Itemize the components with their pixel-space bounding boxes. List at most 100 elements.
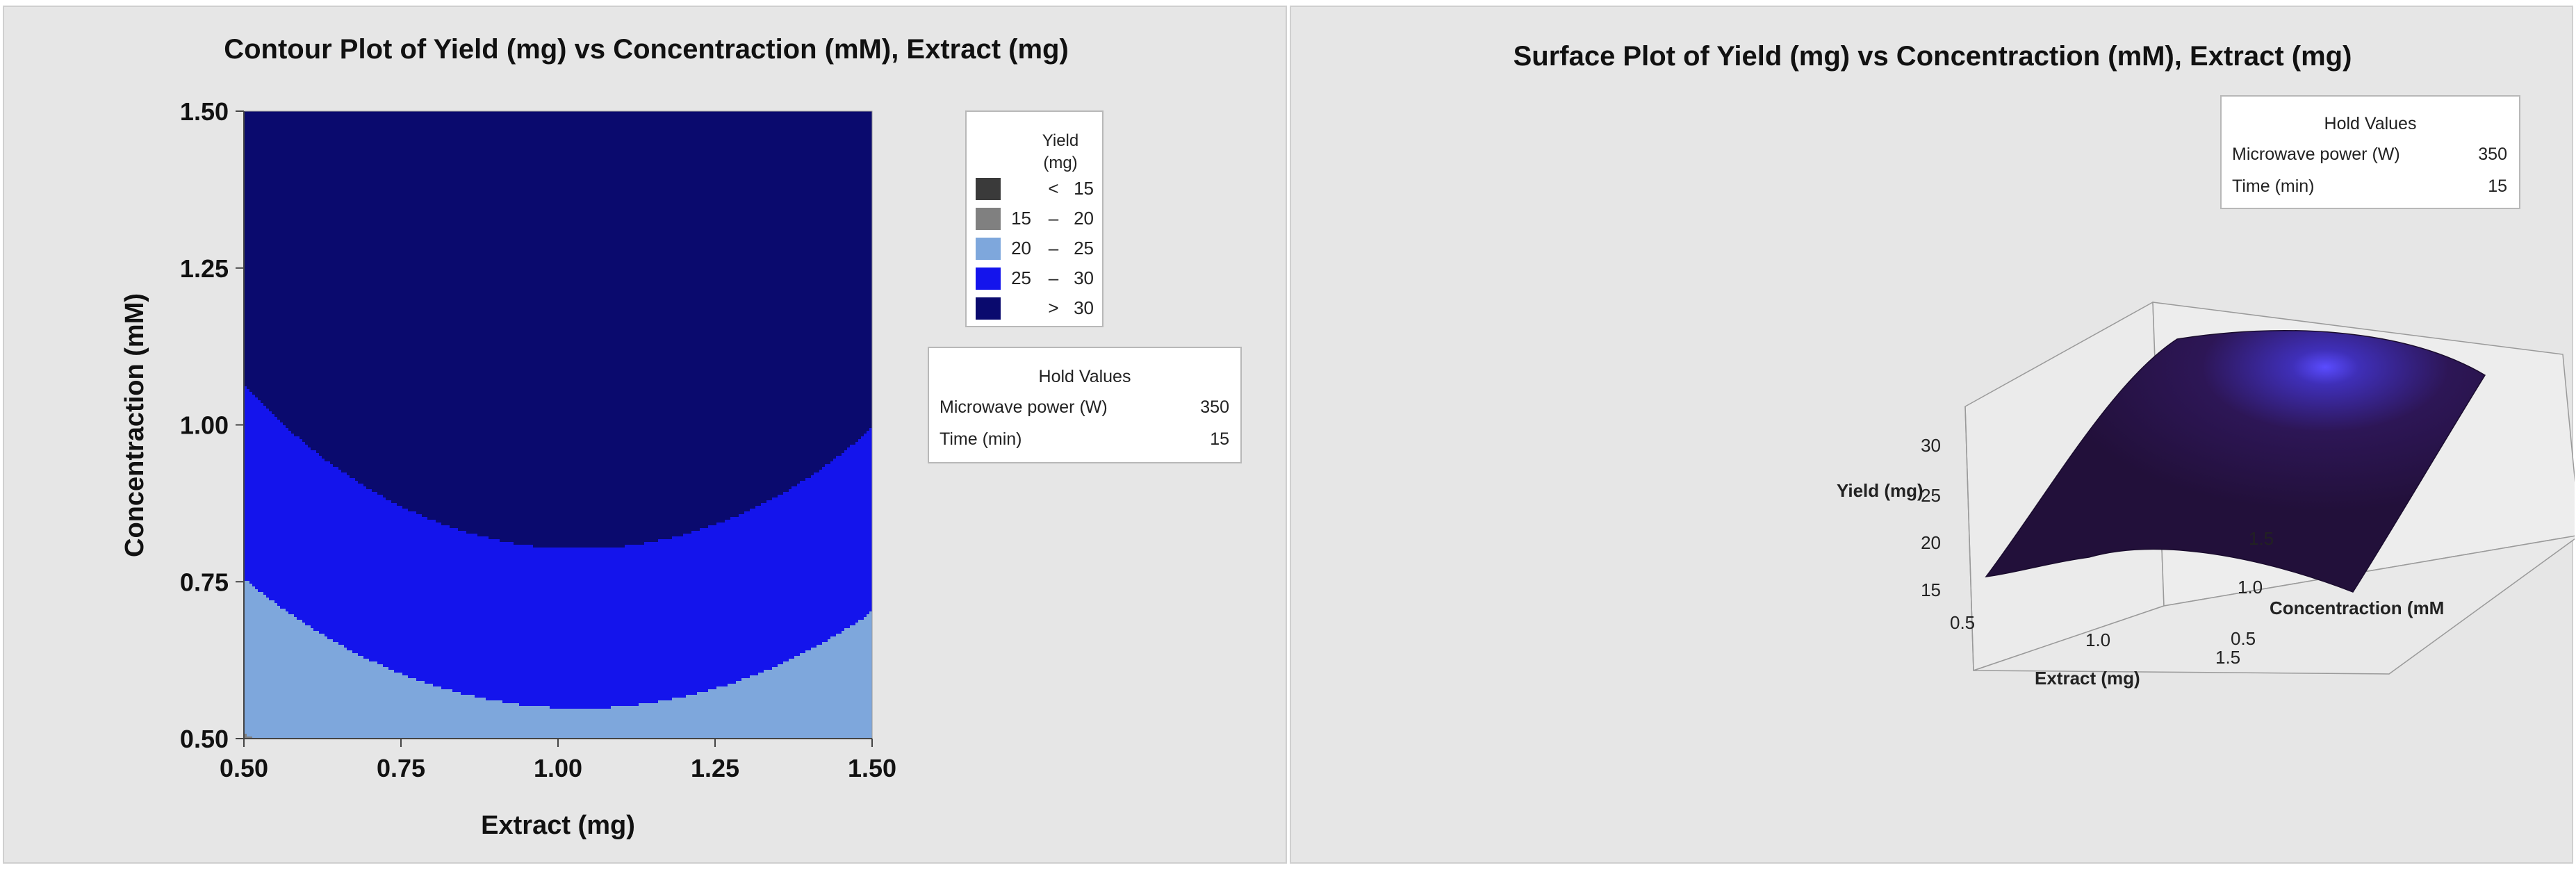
contour-band-segment bbox=[261, 400, 872, 404]
contour-band-segment bbox=[244, 217, 872, 220]
contour-band-segment bbox=[244, 292, 872, 295]
contour-band-segment bbox=[244, 731, 872, 734]
contour-band-segment bbox=[244, 139, 872, 142]
legend-range-low: 20 bbox=[1011, 238, 1031, 258]
contour-band-segment bbox=[244, 584, 253, 587]
contour-band-segment bbox=[844, 450, 872, 454]
contour-band-segment bbox=[805, 650, 872, 654]
contour-band-segment bbox=[358, 653, 801, 657]
contour-band-segment bbox=[263, 403, 872, 406]
contour-band-segment bbox=[244, 381, 872, 384]
contour-band-segment bbox=[244, 322, 872, 326]
contour-band-segment bbox=[477, 534, 684, 537]
contour-band-segment bbox=[691, 531, 872, 534]
contour-band-segment bbox=[739, 514, 872, 518]
contour-band-segment bbox=[244, 548, 872, 551]
contour-band-segment bbox=[244, 136, 872, 140]
legend-swatch bbox=[976, 238, 1001, 260]
contour-band-segment bbox=[244, 737, 253, 739]
contour-band-segment bbox=[244, 272, 872, 276]
contour-band-segment bbox=[244, 625, 311, 629]
contour-band-segment bbox=[244, 278, 872, 281]
contour-band-segment bbox=[244, 228, 872, 231]
contour-band-segment bbox=[294, 614, 867, 618]
contour-band-segment bbox=[244, 283, 872, 287]
contour-band-segment bbox=[425, 681, 737, 684]
contour-band-segment bbox=[244, 500, 392, 504]
contour-band-segment bbox=[244, 664, 384, 668]
contour-band-segment bbox=[244, 564, 872, 568]
legend-range-sep: – bbox=[1049, 268, 1059, 288]
contour-band-segment bbox=[244, 178, 872, 181]
contour-band-segment bbox=[244, 714, 872, 718]
contour-band-segment bbox=[244, 723, 872, 726]
contour-band-segment bbox=[861, 436, 872, 440]
contour-band-segment bbox=[830, 636, 872, 640]
contour-band-segment bbox=[244, 686, 442, 690]
y-axis: 0.50 0.75 1.00 1.25 1.50 bbox=[180, 97, 245, 753]
contour-band-segment bbox=[266, 406, 872, 409]
contour-band-segment bbox=[244, 386, 247, 390]
contour-band-segment bbox=[347, 472, 814, 476]
contour-band-segment bbox=[441, 686, 717, 690]
contour-band-segment bbox=[244, 620, 303, 623]
contour-band-segment bbox=[244, 534, 478, 537]
contour-band-segment bbox=[766, 500, 872, 504]
contour-band-segment bbox=[244, 475, 350, 479]
contour-band-segment bbox=[244, 256, 872, 259]
contour-band-segment bbox=[822, 467, 872, 470]
contour-band-segment bbox=[244, 339, 872, 343]
contour-band-segment bbox=[313, 628, 845, 632]
contour-band-segment bbox=[811, 648, 872, 651]
contour-band-segment bbox=[247, 734, 872, 737]
contour-band-segment bbox=[244, 314, 872, 318]
contour-band-segment bbox=[244, 375, 872, 379]
surface-plot-panel: Surface Plot of Yield (mg) vs Concentrac… bbox=[1290, 6, 2575, 864]
contour-plot-panel: Contour Plot of Yield (mg) vs Concentrac… bbox=[3, 6, 1287, 864]
contour-band-segment bbox=[244, 695, 475, 698]
contour-band-segment bbox=[244, 509, 409, 512]
contour-band-segment bbox=[244, 478, 356, 482]
contour-band-segment bbox=[817, 645, 872, 648]
contour-band-segment bbox=[391, 500, 767, 504]
contour-band-segment bbox=[344, 645, 817, 648]
contour-band-segment bbox=[441, 523, 717, 526]
y-axis-label: Concentraction (mM bbox=[2270, 598, 2444, 618]
contour-band-segment bbox=[363, 656, 795, 659]
contour-band-segment bbox=[800, 653, 872, 657]
contour-band-segment bbox=[244, 523, 442, 526]
contour-band-segment bbox=[794, 656, 872, 659]
contour-band-segment bbox=[716, 686, 872, 690]
contour-band-segment bbox=[244, 325, 872, 329]
contour-band-segment bbox=[244, 659, 370, 662]
contour-band-segment bbox=[369, 659, 789, 662]
contour-band-segment bbox=[308, 445, 851, 448]
contour-band-segment bbox=[305, 442, 856, 445]
contour-band-segment bbox=[244, 703, 520, 707]
contour-band-segment bbox=[855, 623, 872, 626]
contour-band-segment bbox=[811, 475, 872, 479]
contour-band-segment bbox=[244, 559, 872, 562]
contour-band-segment bbox=[244, 450, 317, 454]
hold-row-label: Time (min) bbox=[2232, 176, 2315, 196]
contour-band-segment bbox=[244, 711, 872, 715]
contour-band-segment bbox=[244, 359, 872, 362]
contour-band-segment bbox=[244, 172, 872, 176]
contour-band-segment bbox=[672, 698, 872, 701]
legend-swatch bbox=[976, 178, 1001, 200]
contour-band-segment bbox=[244, 573, 872, 576]
contour-band-segment bbox=[728, 684, 872, 687]
contour-band-segment bbox=[416, 511, 745, 515]
contour-band-segment bbox=[244, 114, 872, 117]
contour-band-segment bbox=[869, 428, 872, 431]
contour-band-segment bbox=[772, 667, 872, 671]
contour-band-segment bbox=[864, 617, 872, 620]
contour-band-segment bbox=[244, 303, 872, 306]
contour-band-segment bbox=[244, 609, 286, 612]
contour-band-segment bbox=[244, 192, 872, 195]
contour-band-segment bbox=[244, 233, 872, 237]
contour-band-segment bbox=[828, 639, 872, 643]
contour-band-segment bbox=[244, 181, 872, 184]
contour-band-segment bbox=[244, 706, 550, 709]
contour-band-segment bbox=[244, 208, 872, 212]
